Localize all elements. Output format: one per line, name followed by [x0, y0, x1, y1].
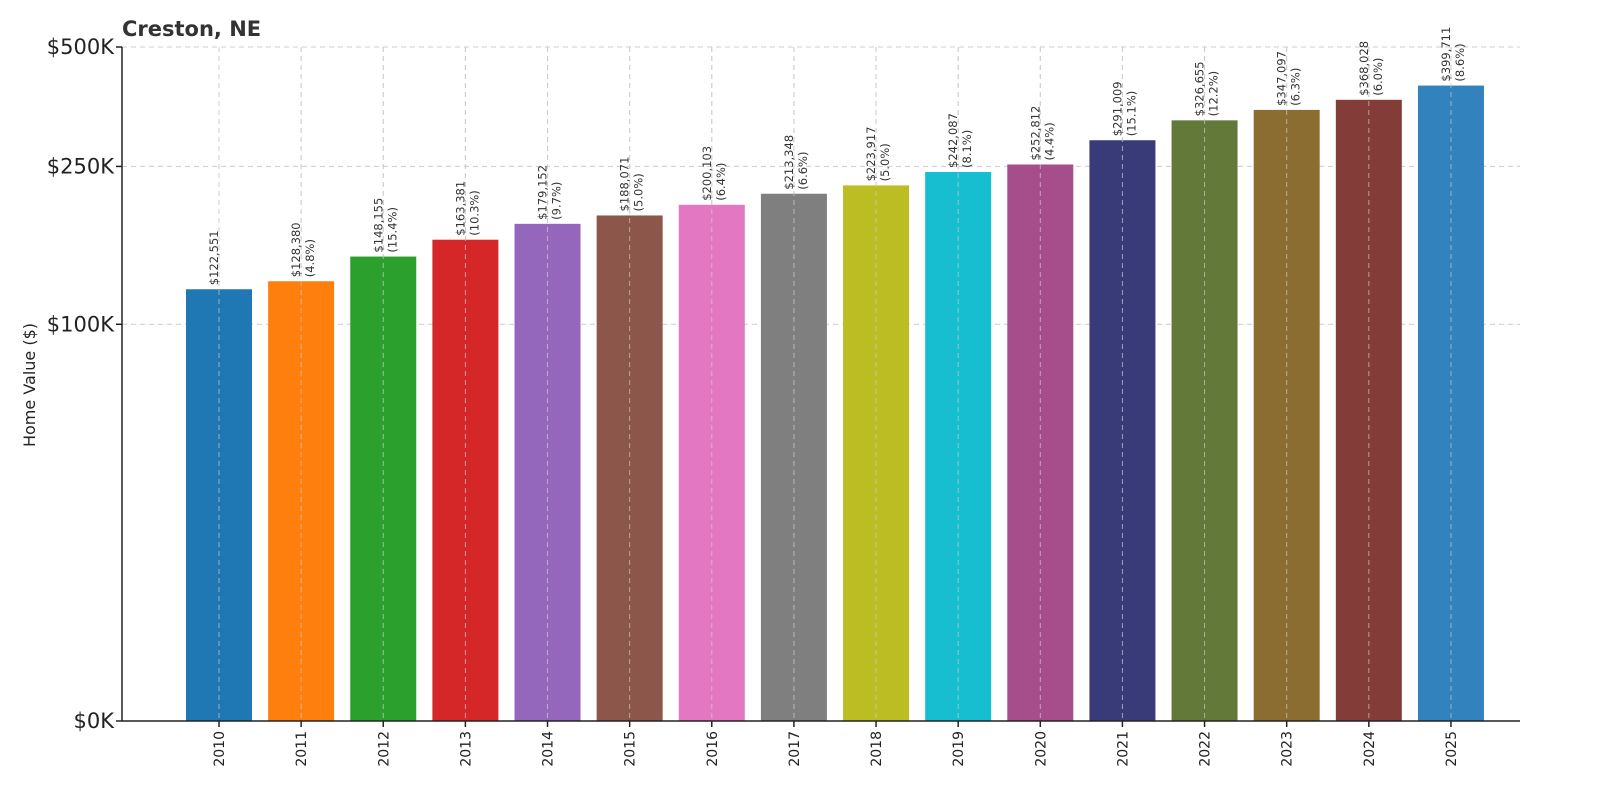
axes: [121, 47, 1520, 722]
x-tick-label-2020: 2020: [1033, 731, 1049, 767]
data-labels: $122,551 $128,380 (4.8%) $148,155 (15.4%) $16…: [207, 27, 1467, 286]
value-label-2025: $399,711: [1439, 27, 1453, 82]
x-tick-label-2016: 2016: [705, 731, 721, 767]
x-tick-label-2014: 2014: [541, 731, 557, 767]
change-label-2012: (15.4%): [385, 207, 399, 253]
x-tick-label-2011: 2011: [294, 731, 310, 767]
x-tick-label-2021: 2021: [1115, 731, 1131, 767]
x-tick-label-2018: 2018: [869, 731, 885, 767]
value-label-2012: $148,155: [371, 198, 385, 253]
y-tick-label: $250K: [47, 154, 115, 178]
chart-title: Creston, NE: [122, 17, 261, 41]
change-label-2011: (4.8%): [303, 239, 317, 277]
change-label-2021: (15.1%): [1124, 91, 1138, 137]
change-label-2018: (5.0%): [878, 143, 892, 181]
change-label-2025: (8.6%): [1453, 43, 1467, 81]
x-tick-label-2015: 2015: [623, 731, 639, 767]
value-label-2011: $128,380: [289, 222, 303, 277]
value-label-2023: $347,097: [1275, 51, 1289, 106]
value-label-2016: $200,103: [700, 146, 714, 201]
value-label-2013: $163,381: [453, 181, 467, 236]
bar-2010: [186, 289, 252, 721]
x-tick-label-2025: 2025: [1444, 731, 1460, 767]
x-tick-label-2017: 2017: [787, 731, 803, 767]
value-label-2014: $179,152: [536, 165, 550, 220]
value-label-2010: $122,551: [207, 230, 221, 285]
x-tick-label-2023: 2023: [1280, 731, 1296, 767]
value-label-2017: $213,348: [782, 135, 796, 190]
value-label-2015: $188,071: [618, 157, 632, 212]
change-label-2020: (4.4%): [1042, 122, 1056, 160]
value-label-2019: $242,087: [946, 113, 960, 168]
change-label-2016: (6.4%): [714, 163, 728, 201]
y-axis-ticks: $0K $100K $250K $500K: [47, 35, 122, 733]
value-label-2018: $223,917: [864, 127, 878, 182]
x-tick-label-2024: 2024: [1362, 731, 1378, 767]
x-tick-label-2022: 2022: [1198, 731, 1214, 767]
y-tick-label: $100K: [47, 312, 115, 336]
value-label-2024: $368,028: [1357, 41, 1371, 96]
change-label-2023: (6.3%): [1289, 68, 1303, 106]
change-label-2013: (10.3%): [467, 190, 481, 236]
x-tick-label-2013: 2013: [458, 731, 474, 767]
change-label-2024: (6.0%): [1371, 58, 1385, 96]
value-label-2022: $326,655: [1193, 61, 1207, 116]
change-label-2017: (6.6%): [796, 152, 810, 190]
y-tick-label: $500K: [47, 35, 115, 59]
change-label-2015: (5.0%): [632, 173, 646, 211]
x-axis-ticks: 2010 2011 2012 2013 2014 2015 2016 2017 2018 2019…: [212, 721, 1460, 767]
change-label-2014: (9.7%): [550, 182, 564, 220]
x-tick-label-2010: 2010: [212, 731, 228, 767]
change-label-2019: (8.1%): [960, 130, 974, 168]
bars: [186, 47, 1484, 722]
y-tick-label: $0K: [74, 709, 116, 733]
value-label-2021: $291,009: [1110, 81, 1124, 136]
change-label-2022: (12.2%): [1207, 71, 1221, 117]
x-tick-label-2019: 2019: [951, 731, 967, 767]
value-label-2020: $252,812: [1028, 106, 1042, 161]
x-tick-label-2012: 2012: [376, 731, 392, 767]
y-axis-label: Home Value ($): [20, 323, 39, 447]
